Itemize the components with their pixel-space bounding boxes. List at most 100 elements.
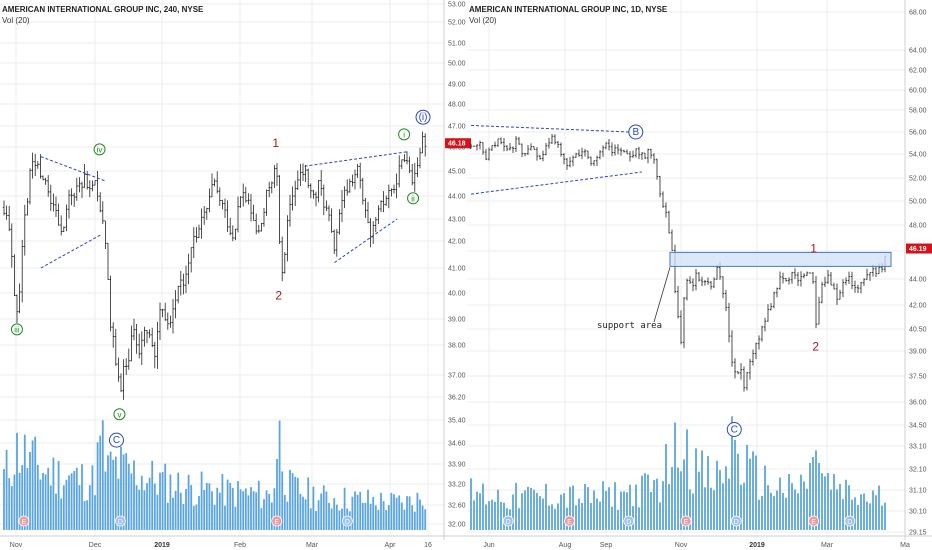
- candle: [140, 331, 143, 365]
- volume-bar: [485, 504, 487, 530]
- volume-bar: [26, 468, 29, 530]
- candle: [583, 149, 587, 157]
- candle: [114, 328, 117, 366]
- dividend-marker[interactable]: D: [341, 515, 353, 527]
- volume-bar: [881, 505, 883, 530]
- earnings-marker[interactable]: E: [18, 515, 30, 527]
- volume-bar: [629, 484, 631, 530]
- earnings-marker[interactable]: E: [564, 515, 575, 527]
- candle: [640, 152, 644, 160]
- trendline[interactable]: [40, 233, 102, 269]
- volume-bar: [29, 451, 31, 530]
- volume-bar: [497, 489, 499, 530]
- volume-bar: [533, 489, 535, 530]
- volume-bar: [620, 491, 622, 530]
- candle: [86, 171, 89, 190]
- candle: [320, 170, 323, 196]
- candle: [382, 191, 385, 213]
- candle: [351, 174, 354, 187]
- candle: [52, 193, 55, 212]
- wave-label: v: [113, 408, 126, 421]
- candle: [745, 371, 749, 391]
- volume-bar: [88, 485, 91, 530]
- candle: [340, 190, 344, 223]
- volume-bar: [797, 493, 799, 530]
- dividend-marker[interactable]: D: [623, 515, 635, 527]
- candle: [844, 277, 848, 286]
- candle: [213, 178, 216, 187]
- earnings-marker[interactable]: E: [271, 515, 283, 527]
- y-tick-label: 41.00: [448, 266, 466, 273]
- volume-bar: [372, 496, 375, 530]
- candle: [667, 210, 671, 234]
- candle: [327, 205, 331, 222]
- dividend-marker[interactable]: D: [844, 515, 856, 527]
- volume-bar: [263, 499, 265, 530]
- y-tick-label: 40.50: [909, 327, 927, 334]
- candle: [493, 141, 497, 148]
- dividend-marker[interactable]: D: [730, 515, 742, 527]
- candle: [322, 184, 325, 216]
- trendline[interactable]: [40, 156, 106, 182]
- volume-bar: [419, 499, 421, 530]
- trendline[interactable]: [304, 151, 408, 167]
- candle: [478, 140, 482, 150]
- volume-bar: [335, 504, 338, 530]
- volume-bar: [153, 483, 156, 530]
- volume-bar: [674, 422, 676, 530]
- volume-bar: [127, 463, 130, 530]
- earnings-marker[interactable]: E: [680, 515, 692, 527]
- volume-bar: [587, 487, 589, 530]
- candle: [135, 323, 138, 354]
- candle: [166, 312, 169, 330]
- volume-bar: [83, 501, 86, 530]
- volume-bar: [221, 474, 224, 530]
- volume-bar: [731, 416, 733, 530]
- y-tick-label: 53.00: [448, 2, 466, 9]
- candle: [502, 137, 506, 152]
- candle: [353, 169, 357, 190]
- svg-text:v: v: [117, 410, 121, 419]
- candle: [75, 177, 78, 201]
- dividend-marker[interactable]: D: [502, 515, 514, 527]
- volume-bar: [421, 505, 424, 530]
- volume-indicator-label: Vol (20): [469, 16, 497, 25]
- y-tick-label: 44.00: [909, 277, 927, 284]
- candle: [62, 226, 65, 232]
- volume-bar: [302, 496, 304, 530]
- candle: [330, 208, 333, 233]
- volume-bar: [94, 495, 96, 530]
- support-zone[interactable]: [669, 251, 892, 267]
- candle: [565, 157, 569, 170]
- candle: [392, 184, 396, 194]
- candle: [169, 315, 172, 328]
- trendline[interactable]: [334, 218, 398, 264]
- volume-bar: [875, 495, 877, 530]
- wave-label: 1: [810, 241, 817, 255]
- trendline[interactable]: [470, 171, 642, 195]
- volume-bar: [848, 485, 850, 530]
- trendline[interactable]: [470, 124, 630, 133]
- y-tick-label: 30.10: [909, 509, 927, 516]
- x-tick-label: Dec: [89, 542, 102, 549]
- volume-bar: [818, 463, 820, 530]
- candle: [18, 283, 21, 314]
- candle: [312, 189, 315, 199]
- chart-pane-1d[interactable]: support area B C 1 2 D E D E D E D 68.00 64.00 62.00 60…: [467, 0, 932, 549]
- volume-bar: [400, 502, 403, 530]
- earnings-marker[interactable]: E: [808, 515, 820, 527]
- last-price-label: 46.18: [445, 138, 471, 149]
- candle: [784, 277, 788, 282]
- svg-text:B: B: [632, 127, 639, 138]
- candle: [853, 280, 857, 293]
- dividend-marker[interactable]: D: [115, 515, 126, 527]
- y-tick-label: 64.00: [909, 48, 927, 55]
- volume-bar: [608, 487, 610, 530]
- candle: [96, 171, 99, 202]
- candle: [385, 195, 388, 206]
- volume-bar: [626, 492, 628, 530]
- volume-bar: [656, 478, 658, 530]
- candle: [361, 177, 364, 205]
- candle: [148, 329, 151, 338]
